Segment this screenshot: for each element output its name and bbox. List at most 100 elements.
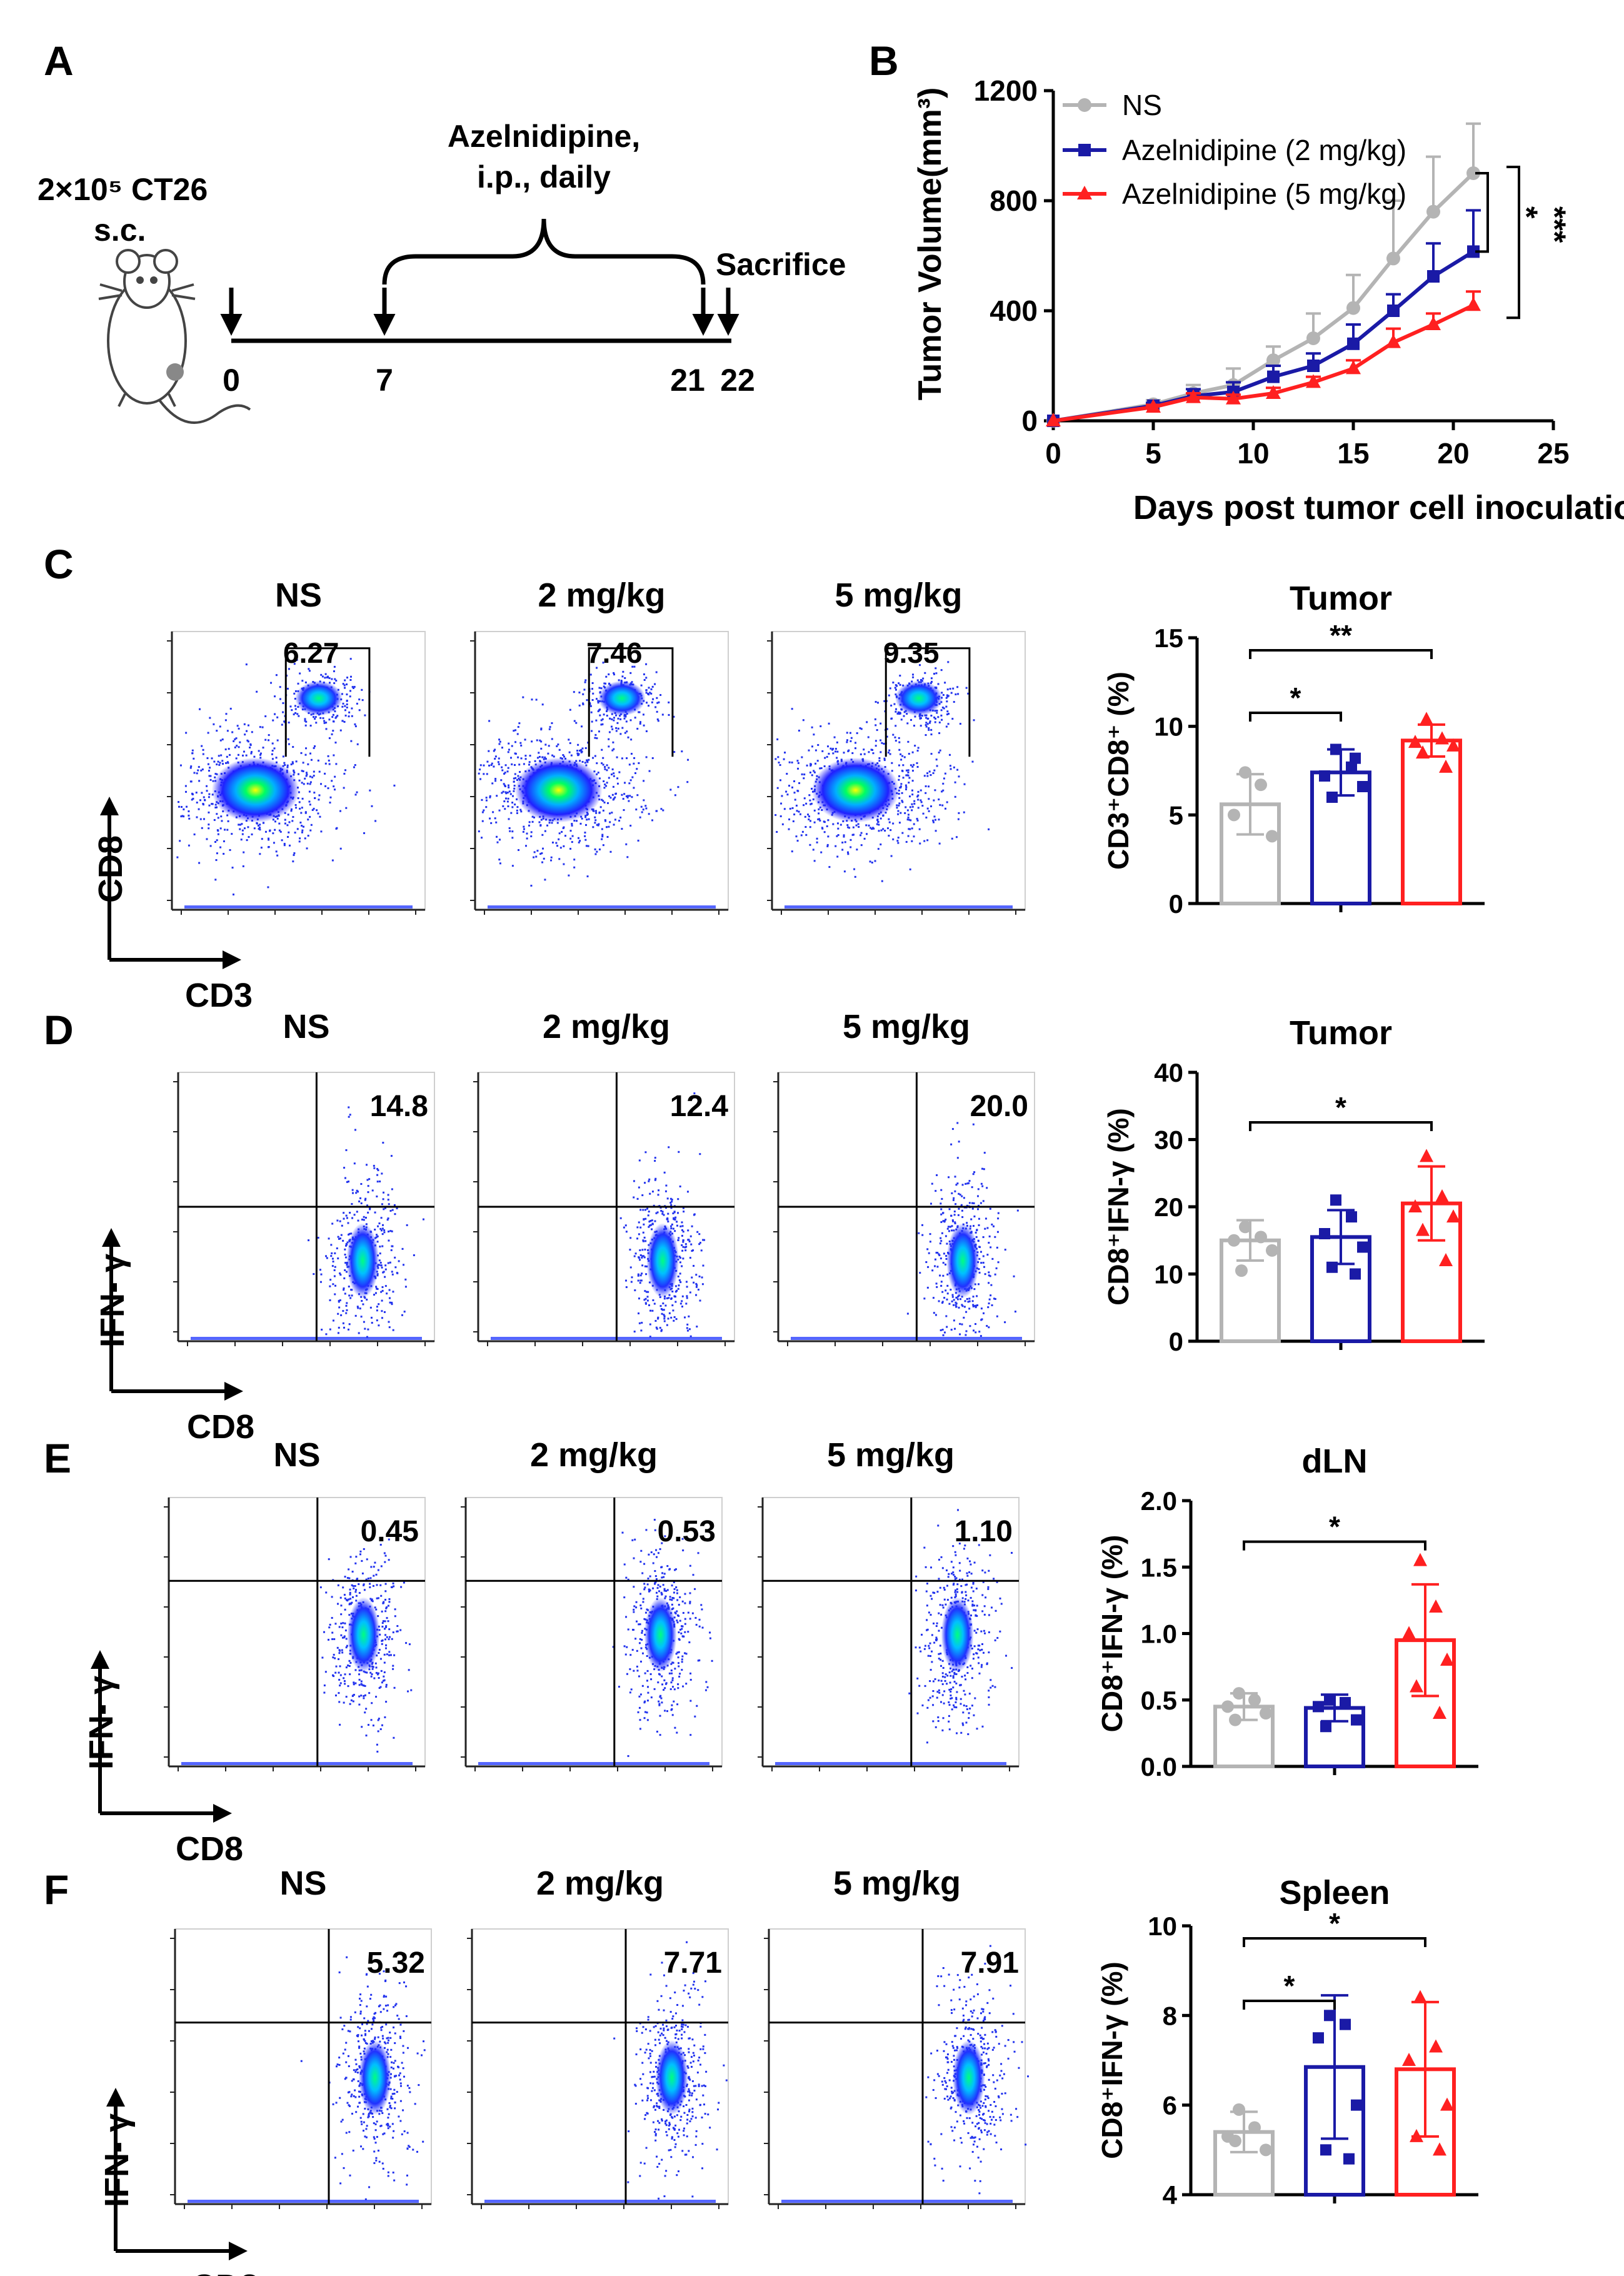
flow-event bbox=[661, 1572, 664, 1574]
flow-event bbox=[193, 833, 196, 835]
flow-event bbox=[851, 752, 854, 755]
flow-event bbox=[900, 758, 903, 761]
flow-event bbox=[976, 1195, 979, 1197]
b-point-5mg bbox=[1386, 334, 1401, 348]
flow-event bbox=[332, 713, 334, 716]
flow-event bbox=[345, 1214, 348, 1217]
flow-event bbox=[793, 813, 796, 816]
flow-event bbox=[933, 815, 936, 818]
flow-event bbox=[945, 697, 948, 699]
flow-event bbox=[381, 1266, 383, 1269]
flow-baseline bbox=[184, 905, 413, 909]
flow-event bbox=[511, 763, 513, 765]
flow-event bbox=[933, 1312, 935, 1314]
flow-event bbox=[508, 742, 510, 745]
flow-event bbox=[387, 1620, 389, 1623]
flow-event bbox=[224, 719, 227, 722]
flow-plot-e-1: 0.45 bbox=[164, 1497, 426, 1771]
flow-event bbox=[922, 677, 925, 680]
flow-event bbox=[272, 719, 274, 722]
flow-event bbox=[981, 1167, 983, 1170]
flow-event bbox=[377, 1615, 379, 1618]
flow-event bbox=[503, 784, 506, 787]
flow-event bbox=[798, 810, 800, 813]
flow-event bbox=[827, 745, 830, 748]
flow-event bbox=[334, 1671, 337, 1674]
flow-event bbox=[686, 1329, 689, 1332]
flow-event bbox=[331, 859, 334, 862]
flow-event bbox=[650, 1696, 653, 1699]
flow-event bbox=[983, 1152, 986, 1154]
flow-event bbox=[202, 753, 204, 755]
flow-event bbox=[643, 1701, 646, 1704]
flow-event bbox=[383, 1661, 386, 1664]
flow-event bbox=[871, 748, 874, 751]
flow-event bbox=[551, 822, 553, 824]
flow-event bbox=[615, 730, 618, 732]
flow-event bbox=[668, 1294, 671, 1296]
flow-event bbox=[668, 1146, 670, 1149]
flow-event bbox=[687, 1631, 689, 1633]
flow-event bbox=[377, 1672, 379, 1674]
flow-event bbox=[660, 1330, 663, 1332]
flow-event bbox=[334, 1657, 336, 1659]
flow-event bbox=[357, 1191, 359, 1193]
flow-event bbox=[216, 773, 218, 775]
flow-event bbox=[339, 1682, 342, 1684]
flow-event bbox=[698, 1275, 701, 1277]
flow-event bbox=[664, 1535, 666, 1538]
flow-event bbox=[965, 687, 968, 689]
flow-event bbox=[688, 1641, 691, 1644]
flow-event bbox=[606, 835, 609, 838]
flow-event bbox=[688, 1315, 690, 1317]
flow-event bbox=[672, 1309, 674, 1312]
flow-event bbox=[914, 745, 916, 747]
flow-event bbox=[325, 1333, 328, 1336]
flow-event bbox=[344, 1269, 346, 1271]
flow-event bbox=[853, 868, 856, 870]
day-0: 0 bbox=[223, 363, 240, 398]
flow-event bbox=[338, 1301, 340, 1303]
flow-event bbox=[235, 757, 238, 760]
flow-event bbox=[389, 1301, 391, 1304]
flow-event bbox=[218, 763, 221, 766]
flow-event bbox=[828, 752, 830, 755]
flow-event bbox=[308, 670, 311, 672]
flow-event bbox=[386, 1653, 388, 1656]
flow-event bbox=[349, 1602, 351, 1604]
flow-event bbox=[661, 1329, 663, 1331]
flow-event bbox=[945, 1235, 947, 1237]
flow-event bbox=[673, 1319, 675, 1322]
flow-event bbox=[348, 711, 351, 713]
flow-event bbox=[654, 1179, 656, 1181]
flow-event bbox=[373, 1167, 376, 1169]
flow-event bbox=[578, 837, 580, 839]
flow-event bbox=[608, 745, 610, 748]
flow-event bbox=[184, 790, 187, 793]
flow-event bbox=[325, 722, 328, 724]
flow-event bbox=[376, 1235, 379, 1237]
flow-event bbox=[381, 1203, 383, 1206]
flow-event bbox=[898, 797, 901, 799]
flow-event bbox=[602, 763, 604, 766]
flow-event bbox=[907, 835, 910, 837]
flow-event bbox=[507, 805, 509, 807]
flow-event bbox=[983, 1266, 986, 1268]
flow-event bbox=[294, 832, 296, 834]
flow-event bbox=[898, 822, 901, 824]
flow-event bbox=[655, 671, 658, 673]
flow-event bbox=[947, 661, 950, 663]
flow-event bbox=[901, 755, 904, 757]
flow-event bbox=[614, 796, 616, 798]
flow-event bbox=[676, 1651, 679, 1654]
flow-event bbox=[339, 1649, 341, 1652]
flow-event bbox=[925, 714, 928, 717]
flow-event bbox=[803, 777, 805, 780]
flow-baseline bbox=[488, 905, 716, 909]
flow-event bbox=[854, 875, 856, 878]
flow-event bbox=[670, 1207, 673, 1209]
flow-event bbox=[393, 1585, 395, 1588]
flow-event bbox=[343, 1277, 346, 1279]
flow-event bbox=[384, 1634, 387, 1636]
flow-event bbox=[604, 783, 606, 786]
